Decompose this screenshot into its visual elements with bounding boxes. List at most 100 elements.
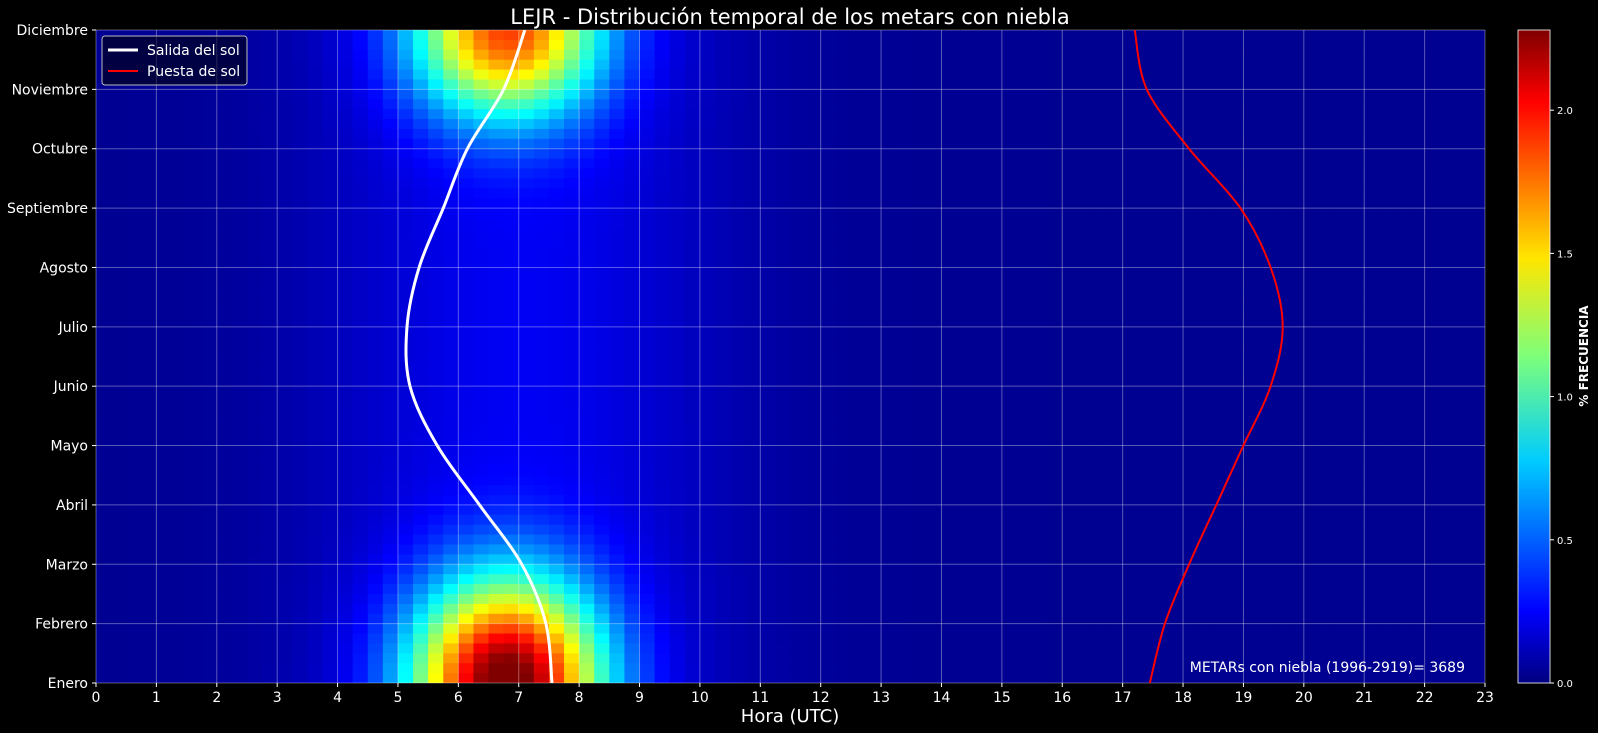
heatmap-cell (911, 49, 927, 61)
heatmap-cell (624, 128, 641, 140)
heatmap-cell (246, 267, 263, 278)
heatmap-cell (413, 564, 429, 575)
heatmap-cell (1152, 297, 1169, 308)
heatmap-cell (624, 247, 641, 259)
heatmap-cell (262, 405, 278, 417)
heatmap-cell (1379, 356, 1396, 367)
heatmap-cell (322, 59, 339, 71)
heatmap-cell (654, 79, 671, 90)
heatmap-cell (1349, 316, 1365, 328)
heatmap-cell (1334, 396, 1350, 407)
heatmap-cell (1077, 30, 1094, 41)
heatmap-cell (1303, 109, 1320, 120)
heatmap-cell (1318, 405, 1335, 417)
heatmap-cell (926, 217, 943, 229)
heatmap-cell (171, 485, 188, 496)
heatmap-cell (443, 247, 459, 259)
heatmap-cell (292, 307, 308, 318)
heatmap-cell (699, 356, 716, 367)
heatmap-cell (262, 396, 278, 407)
heatmap-cell (1047, 188, 1063, 199)
heatmap-cell (1092, 307, 1109, 318)
heatmap-cell (413, 188, 429, 199)
heatmap-cell (1137, 168, 1154, 180)
heatmap-cell (307, 30, 324, 41)
heatmap-cell (896, 435, 912, 447)
heatmap-cell (186, 267, 203, 278)
heatmap-cell (669, 405, 686, 417)
heatmap-cell (684, 247, 701, 259)
heatmap-cell (488, 287, 505, 298)
heatmap-cell (1364, 376, 1380, 387)
heatmap-cell (1273, 297, 1290, 308)
heatmap-cell (896, 425, 912, 437)
heatmap-cell (1394, 30, 1411, 41)
heatmap-cell (277, 475, 293, 486)
heatmap-cell (126, 178, 142, 189)
heatmap-cell (337, 99, 354, 110)
heatmap-cell (820, 79, 837, 90)
heatmap-cell (986, 49, 1003, 61)
heatmap-cell (292, 237, 308, 249)
heatmap-cell (579, 396, 595, 407)
heatmap-cell (639, 217, 656, 229)
heatmap-cell (171, 217, 188, 229)
heatmap-cell (1167, 376, 1184, 387)
heatmap-cell (1454, 376, 1471, 387)
heatmap-cell (805, 465, 822, 476)
heatmap-cell (488, 247, 505, 259)
heatmap-cell (262, 307, 278, 318)
heatmap-cell (1424, 59, 1441, 71)
heatmap-cell (941, 247, 958, 259)
heatmap-cell (231, 138, 248, 150)
heatmap-cell (684, 504, 701, 516)
heatmap-cell (654, 168, 671, 180)
heatmap-cell (1409, 267, 1426, 278)
heatmap-cell (1092, 69, 1109, 81)
heatmap-cell (171, 247, 188, 259)
heatmap-cell (669, 247, 686, 259)
heatmap-cell (473, 138, 490, 150)
heatmap-cell (488, 168, 505, 180)
heatmap-cell (397, 386, 414, 397)
heatmap-cell (277, 237, 293, 249)
heatmap-cell (881, 247, 897, 259)
heatmap-cell (835, 158, 852, 170)
heatmap-cell (1409, 425, 1426, 437)
heatmap-cell (1243, 495, 1260, 506)
heatmap-cell (1349, 485, 1365, 496)
heatmap-cell (564, 267, 580, 278)
heatmap-cell (1469, 69, 1485, 81)
heatmap-cell (352, 307, 369, 318)
heatmap-cell (745, 59, 761, 71)
heatmap-cell (865, 504, 882, 516)
heatmap-cell (760, 138, 776, 150)
heatmap-cell (548, 188, 565, 199)
heatmap-cell (458, 267, 475, 278)
heatmap-cell (1152, 128, 1169, 140)
heatmap-cell (669, 495, 686, 506)
heatmap-cell (699, 188, 716, 199)
heatmap-cell (1394, 168, 1411, 180)
heatmap-cell (533, 69, 550, 81)
heatmap-cell (1469, 227, 1485, 239)
heatmap-cell (1228, 178, 1245, 189)
heatmap-cell (458, 336, 475, 348)
heatmap-cell (956, 445, 973, 457)
heatmap-cell (669, 69, 686, 81)
heatmap-cell (126, 544, 142, 555)
heatmap-cell (1454, 366, 1471, 377)
heatmap-cell (1001, 534, 1018, 546)
heatmap-cell (745, 435, 761, 447)
heatmap-cell (1454, 39, 1471, 51)
heatmap-cell (1424, 554, 1441, 565)
heatmap-cell (775, 99, 792, 110)
heatmap-cell (216, 376, 233, 387)
heatmap-cell (533, 346, 550, 358)
heatmap-cell (941, 69, 958, 81)
heatmap-cell (1349, 99, 1365, 110)
heatmap-cell (699, 178, 716, 189)
heatmap-cell (941, 425, 958, 437)
heatmap-cell (805, 217, 822, 229)
heatmap-cell (1032, 307, 1048, 318)
